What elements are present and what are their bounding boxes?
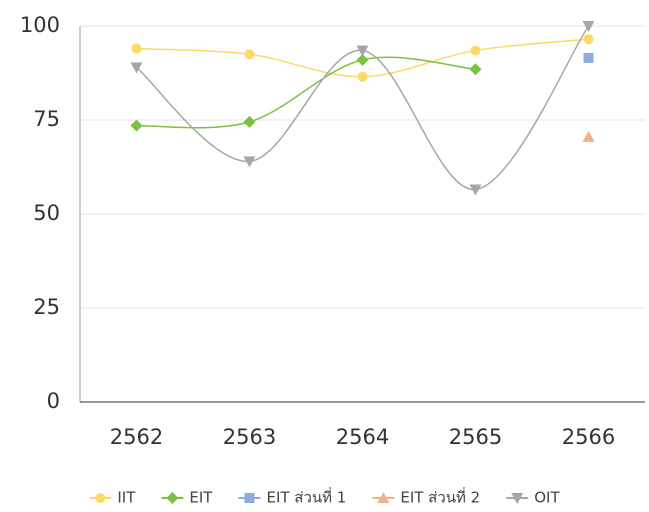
marker [243, 115, 256, 128]
marker [470, 45, 481, 56]
marker [130, 62, 143, 74]
x-tick-label: 2566 [562, 425, 615, 449]
x-tick-label: 2563 [223, 425, 276, 449]
x-tick-label: 2562 [110, 425, 163, 449]
marker [469, 184, 482, 196]
marker [243, 156, 256, 168]
marker [511, 493, 524, 504]
marker [582, 21, 595, 32]
marker [583, 52, 594, 63]
marker [166, 492, 179, 504]
series-line [136, 56, 476, 129]
x-tick-label: 2565 [449, 425, 502, 449]
marker [469, 63, 482, 76]
x-tick-label: 2564 [336, 425, 389, 449]
y-tick-label: 0 [47, 389, 60, 413]
legend-label: OIT [534, 489, 560, 507]
legend-label: EIT [189, 489, 213, 507]
marker [244, 493, 255, 503]
legend-label: EIT ส่วนที่ 1 [266, 487, 346, 507]
y-tick-label: 25 [33, 295, 60, 319]
marker [582, 130, 595, 142]
y-tick-label: 50 [33, 201, 60, 225]
marker [244, 49, 255, 60]
marker [356, 53, 369, 66]
marker [356, 45, 369, 57]
legend-label: EIT ส่วนที่ 2 [400, 487, 480, 507]
marker [130, 119, 143, 132]
marker [583, 34, 594, 45]
marker [377, 492, 390, 503]
series-line [136, 25, 590, 191]
marker [357, 71, 368, 82]
legend: IIT EIT EIT ส่วนที่ 1 EIT ส่วนที่ 2 OIT [89, 487, 560, 507]
legend-label: IIT [117, 489, 136, 507]
marker [131, 43, 142, 54]
y-tick-label: 100 [20, 13, 60, 37]
y-tick-label: 75 [33, 107, 60, 131]
marker [95, 493, 106, 503]
